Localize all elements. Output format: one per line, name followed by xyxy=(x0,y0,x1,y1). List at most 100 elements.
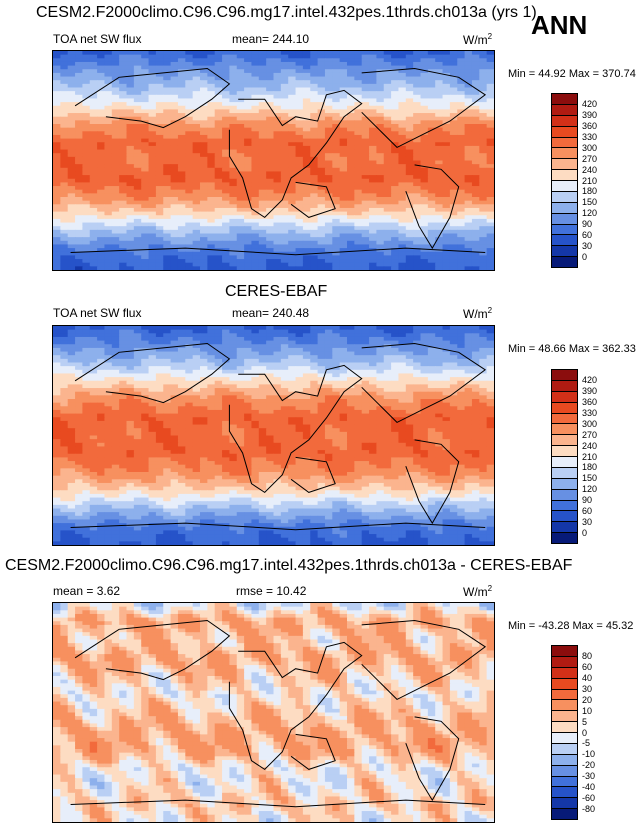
map-cell xyxy=(60,237,69,242)
map-cell xyxy=(97,384,106,389)
map-cell xyxy=(310,189,319,194)
map-cell xyxy=(398,266,407,270)
map-cell xyxy=(82,145,91,151)
map-cell xyxy=(75,142,83,147)
map-cell xyxy=(288,362,297,367)
map-cell xyxy=(324,329,333,334)
map-cell xyxy=(398,351,407,356)
map-cell xyxy=(280,171,289,176)
map-cell xyxy=(258,237,267,242)
map-cell xyxy=(471,355,480,360)
map-cell xyxy=(398,80,407,85)
map-cell xyxy=(398,94,407,100)
map-cell xyxy=(222,262,230,267)
map-cell xyxy=(288,399,297,404)
map-cell xyxy=(236,366,245,371)
map-cell xyxy=(53,259,61,264)
map-cell xyxy=(251,388,260,393)
map-cell xyxy=(435,240,444,246)
map-cell xyxy=(177,160,186,165)
map-cell xyxy=(288,120,297,125)
map-cell xyxy=(185,226,194,231)
map-cell xyxy=(347,240,355,246)
map-cell xyxy=(332,344,341,349)
map-cell xyxy=(207,222,216,227)
map-cell xyxy=(332,142,341,147)
map-cell xyxy=(354,80,363,85)
map-cell xyxy=(295,149,304,154)
map-cell xyxy=(486,149,494,154)
map-cell xyxy=(207,156,216,162)
map-cell xyxy=(405,91,414,96)
map-cell xyxy=(324,218,333,224)
map-cell xyxy=(141,251,150,256)
map-cell xyxy=(361,369,370,375)
map-cell xyxy=(75,204,83,209)
map-cell xyxy=(332,87,341,92)
map-cell xyxy=(391,388,400,393)
map-cell xyxy=(288,333,297,338)
map-cell xyxy=(413,87,422,92)
map-cell xyxy=(185,120,194,125)
map-cell xyxy=(258,388,267,393)
map-cell xyxy=(200,98,208,103)
map-cell xyxy=(420,149,429,154)
map-cell xyxy=(214,262,223,267)
map-cell xyxy=(82,120,91,125)
map-cell xyxy=(317,395,326,400)
map-cell xyxy=(82,138,91,143)
map-cell xyxy=(376,167,385,173)
map-cell xyxy=(177,388,186,393)
map-cell xyxy=(398,255,407,260)
map-cell xyxy=(251,69,260,74)
map-cell xyxy=(295,120,304,125)
map-cell xyxy=(464,171,473,176)
map-cell xyxy=(244,171,253,176)
map-cell xyxy=(104,395,113,400)
map-cell xyxy=(222,54,230,59)
map-cell xyxy=(405,395,414,400)
map-cell xyxy=(302,167,311,173)
map-cell xyxy=(155,240,164,246)
map-cell xyxy=(222,355,230,360)
map-cell xyxy=(141,326,150,331)
map-cell xyxy=(229,83,238,89)
map-cell xyxy=(258,391,267,396)
map-cell xyxy=(67,262,76,267)
map-cell xyxy=(53,69,61,74)
map-cell xyxy=(104,218,113,224)
map-cell xyxy=(251,333,260,338)
map-cell xyxy=(126,207,135,213)
map-cell xyxy=(133,171,142,176)
map-cell xyxy=(104,61,113,67)
map-cell xyxy=(398,61,407,67)
map-cell xyxy=(141,138,150,143)
map-cell xyxy=(89,340,98,345)
map-cell xyxy=(383,127,392,132)
map-cell xyxy=(75,237,83,242)
map-cell xyxy=(288,61,297,67)
map-cell xyxy=(126,237,135,242)
map-cell xyxy=(97,248,106,253)
map-cell xyxy=(347,65,355,70)
map-cell xyxy=(89,65,98,70)
map-cell xyxy=(155,402,164,407)
map-cell xyxy=(280,109,289,114)
map-cell xyxy=(310,347,319,353)
map-cell xyxy=(457,58,466,63)
map-cell xyxy=(229,351,238,356)
map-cell xyxy=(97,266,106,270)
map-cell xyxy=(126,204,135,209)
map-cell xyxy=(214,153,223,158)
map-cell xyxy=(280,120,289,125)
map-cell xyxy=(185,58,194,63)
map-cell xyxy=(141,226,150,231)
map-cell xyxy=(163,259,172,264)
map-cell xyxy=(332,207,341,213)
map-cell xyxy=(119,395,128,400)
map-cell xyxy=(361,255,370,260)
map-cell xyxy=(251,102,260,107)
map-cell xyxy=(119,233,128,238)
map-cell xyxy=(479,402,488,407)
map-cell xyxy=(170,329,179,334)
